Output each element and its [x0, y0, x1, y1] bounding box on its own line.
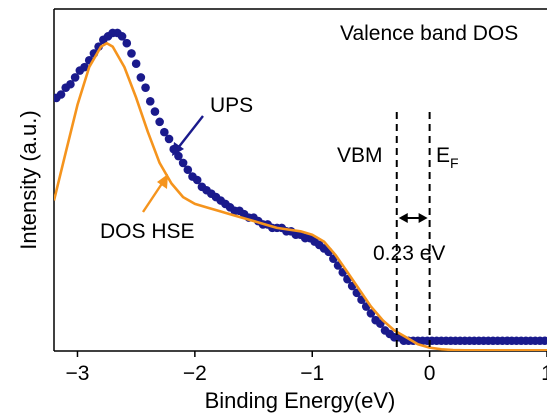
ups-data-point: [540, 336, 547, 346]
ups-data-point: [122, 38, 132, 48]
x-tick-label: 1: [541, 362, 547, 385]
ups-data-point: [150, 107, 160, 116]
ups-data-point: [131, 59, 141, 69]
dos-hse-label: DOS HSE: [100, 220, 195, 243]
dos-arrow-shaft: [142, 181, 164, 213]
ups-data-point: [136, 73, 146, 82]
ups-arrow-head: [172, 142, 184, 156]
ups-data-point: [183, 165, 193, 175]
vbm-label: VBM: [337, 144, 383, 167]
ups-data-point: [70, 73, 80, 82]
x-tick-label: 0: [424, 362, 436, 385]
ups-label: UPS: [210, 94, 253, 117]
ups-data-point: [80, 62, 89, 72]
ups-data-point: [117, 32, 127, 41]
dos-arrow-head: [157, 174, 168, 189]
ups-data-point: [178, 158, 188, 168]
dos-pointer-arrow: [142, 174, 168, 213]
gap-arrow-head-left: [398, 213, 408, 223]
ups-data-point: [192, 175, 202, 185]
ups-data-point: [366, 309, 376, 318]
ups-data-point: [145, 97, 155, 106]
dos-hse-line: [54, 41, 547, 351]
ups-data-point: [155, 117, 164, 127]
ups-data-point: [66, 79, 75, 89]
fermi-level-label: EF: [436, 144, 459, 171]
x-ticks: −3 −2 −1 0 1: [65, 351, 547, 385]
ups-series: [54, 28, 547, 346]
dos-hse-series: [54, 41, 547, 351]
chart-title: Valence band DOS: [340, 22, 518, 45]
x-tick-label: −1: [300, 362, 324, 385]
ups-data-point: [174, 151, 183, 161]
ups-data-point: [164, 134, 174, 144]
y-axis-title: Intensity (a.u.): [16, 110, 41, 249]
gap-value-label: 0.23 eV: [373, 242, 445, 265]
gap-double-arrow: [398, 213, 428, 223]
x-axis-title: Binding Energy(eV): [205, 388, 396, 413]
ups-arrow-shaft: [177, 115, 204, 149]
ups-data-point: [127, 49, 136, 58]
x-tick-label: −2: [183, 362, 207, 385]
x-tick-label: −3: [65, 362, 89, 385]
fermi-level-label-main: E: [436, 144, 450, 167]
ups-data-point: [141, 83, 150, 92]
ups-data-point: [160, 127, 169, 137]
ups-data-point: [56, 90, 66, 99]
fermi-level-label-sub: F: [450, 155, 459, 171]
gap-arrow-head-right: [418, 213, 428, 223]
ups-pointer-arrow: [172, 115, 204, 156]
